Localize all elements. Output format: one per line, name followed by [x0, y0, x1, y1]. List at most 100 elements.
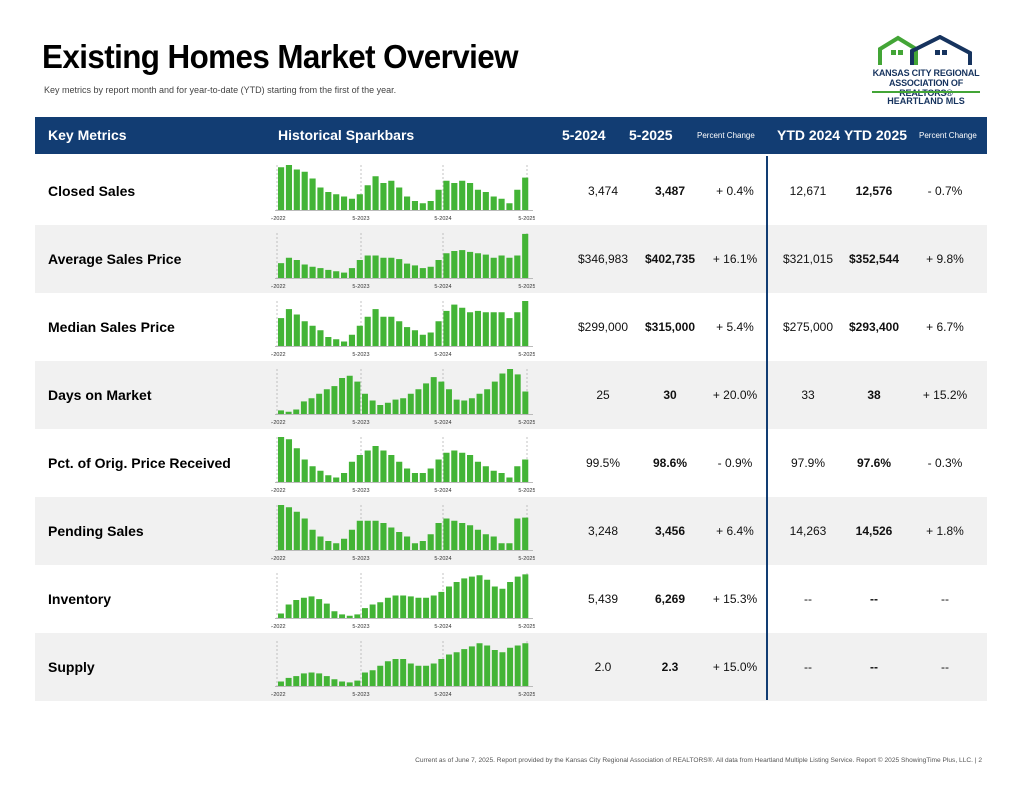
sparkbar-tick-label: 5-2022	[271, 556, 286, 561]
sparkbar-bar	[474, 461, 482, 482]
sparkbar-tick-label: 5-2025	[518, 556, 535, 561]
metric-prev-value: 3,474	[587, 184, 619, 198]
sparkbar-bar	[407, 596, 414, 618]
sparkbar-bar	[468, 576, 475, 618]
ytd-divider	[766, 156, 768, 700]
sparkbar-bar	[490, 536, 497, 550]
sparkbar-bar	[317, 330, 324, 346]
sparkbar-bar	[317, 536, 324, 550]
sparkbar-bar	[392, 659, 399, 686]
metric-ytd-curr-value: 14,526	[855, 524, 893, 538]
sparkbar-bar	[404, 536, 411, 550]
sparkbar-bar	[438, 381, 445, 414]
sparkbar-tick-label: 5-2024	[434, 556, 451, 561]
header-curr: 5-2025	[629, 127, 673, 143]
sparkbar-bar	[377, 602, 384, 618]
sparkbar-bar	[443, 180, 450, 210]
sparkbar-bar	[316, 393, 323, 414]
sparkbar-bar	[308, 596, 315, 618]
sparkbar-bar	[325, 192, 332, 210]
sparkbar-bar	[522, 517, 529, 550]
sparkbar-bar	[453, 582, 460, 618]
sparkbar-bar	[411, 265, 419, 278]
metric-prev-value: $346,983	[577, 252, 629, 266]
sparkbar-bar	[325, 541, 332, 550]
logo-line-2: ASSOCIATION OF REALTORS®	[888, 78, 964, 98]
metric-pct-value: - 0.9%	[717, 456, 753, 470]
sparkbar-bar	[438, 659, 445, 686]
metric-label: Pending Sales	[48, 523, 144, 539]
sparkbar-bar	[364, 185, 371, 210]
sparkbar-tick-label: 5-2025	[518, 216, 535, 221]
sparkbar-chart: 5-2022 5-2023 5-2024 5-2025	[271, 233, 535, 289]
sparkbar-bar	[499, 588, 506, 618]
sparkbar-bar	[301, 518, 308, 550]
header-pct: Percent Change	[697, 131, 755, 140]
sparkbar-bar	[499, 373, 506, 414]
metric-ytd-curr-value: 38	[867, 388, 881, 402]
sparkbar-bar	[356, 520, 363, 550]
metric-label: Pct. of Orig. Price Received	[48, 455, 231, 471]
sparkbar-bar	[341, 538, 348, 550]
sparkbar-tick-label: 5-2022	[271, 624, 286, 629]
sparkbar-tick-label: 5-2022	[271, 284, 286, 289]
sparkbar-bar	[293, 409, 300, 414]
metric-label: Inventory	[48, 591, 112, 607]
sparkbar-bar	[415, 665, 422, 686]
metric-ytd-pct-value: --	[941, 592, 949, 606]
metric-row: Pct. of Orig. Price Received 5-2022 5-2023…	[35, 429, 987, 497]
sparkbar-bar	[514, 466, 521, 482]
sparkbar-bar	[476, 575, 483, 618]
sparkbar-bar	[333, 477, 340, 482]
sparkbar-bar	[415, 597, 422, 618]
sparkbar-bar	[451, 304, 458, 346]
sparkbar-bar	[461, 649, 468, 686]
sparkbar-tick-label: 5-2024	[434, 692, 451, 697]
sparkbar-bar	[309, 325, 316, 346]
sparkbar-tick-label: 5-2023	[352, 488, 369, 493]
sparkbar-bar	[490, 470, 497, 482]
header-prev: 5-2024	[562, 127, 606, 143]
metric-row: Median Sales Price 5-20225-20235-20245-20…	[35, 293, 987, 361]
metric-curr-value: 3,456	[654, 524, 686, 538]
metric-ytd-prev-value: $275,000	[782, 320, 834, 334]
sparkbar-bar	[356, 325, 363, 346]
footer-note: Current as of June 7, 2025. Report provi…	[415, 757, 982, 764]
sparkbar-bar	[506, 318, 513, 346]
sparkbar-bar	[522, 643, 529, 686]
metric-row: Average Sales Price5-20225-20235-20245-2…	[35, 225, 987, 293]
sparkbar-bar	[396, 461, 403, 482]
header-ytd-prev: YTD 2024	[777, 127, 841, 143]
sparkbar-bar	[522, 459, 529, 482]
sparkbar-bar	[300, 597, 307, 618]
sparkbar-bar	[293, 600, 300, 618]
sparkbar-bar	[380, 183, 387, 210]
sparkbar-bar	[325, 475, 332, 482]
sparkbar-bar	[278, 410, 284, 414]
sparkbar-bar	[407, 663, 414, 686]
metric-label: Supply	[48, 659, 95, 675]
sparkbar-bar	[333, 271, 340, 278]
sparkbar-bar	[467, 525, 474, 550]
sparkbar-bar	[348, 198, 356, 210]
sparkbar-bar	[453, 399, 460, 414]
sparkbar-bar	[372, 446, 379, 482]
sparkbar-bar	[388, 316, 395, 346]
sparkbar-bar	[498, 543, 505, 550]
sparkbar-bar	[514, 645, 521, 686]
sparkbar-chart: 5-2022 5-2023 5-2024 5-2025	[271, 301, 535, 357]
metric-prev-value: 5,439	[587, 592, 619, 606]
sparkbar-bar	[482, 254, 489, 278]
metric-curr-value: 98.6%	[652, 456, 688, 470]
sparkbar-bar	[522, 177, 529, 210]
sparkbar-bar	[484, 389, 491, 414]
sparkbar-bar	[384, 597, 391, 618]
sparkbar-bar	[333, 543, 340, 550]
metric-label: Median Sales Price	[48, 319, 175, 335]
sparkbar-bar	[339, 681, 346, 686]
sparkbar-bar	[285, 604, 292, 618]
metric-row: Days on Market 5-2022 5-2023 5-2024 5-2025 25…	[35, 361, 987, 429]
sparkbar-bar	[388, 455, 395, 482]
metric-ytd-curr-value: $352,544	[848, 252, 900, 266]
metric-pct-value: + 20.0%	[712, 388, 758, 402]
